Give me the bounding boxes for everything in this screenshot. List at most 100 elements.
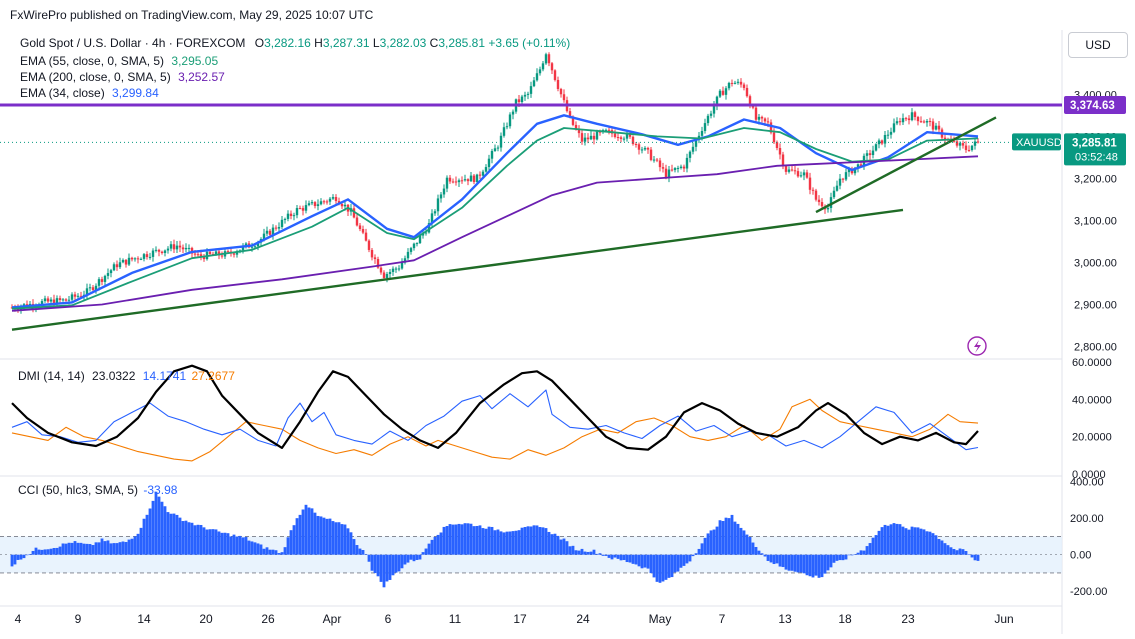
cci-bar [199, 524, 203, 555]
cci-bar [946, 545, 950, 555]
cci-bar [643, 554, 647, 568]
close-label: C [429, 36, 439, 50]
cci-bar [325, 518, 329, 555]
cci-bar [76, 542, 80, 555]
cci-bar [448, 524, 452, 555]
cci-bar [349, 532, 353, 555]
candle-body [961, 143, 965, 146]
cci-bar [544, 528, 548, 555]
candle-body [967, 149, 971, 151]
cci-bar [931, 533, 935, 555]
candle-body [124, 259, 128, 265]
candle-body [85, 288, 89, 295]
candle-body [100, 279, 104, 282]
cci-bar [739, 527, 743, 555]
candle-body [127, 257, 131, 265]
candle-body [400, 262, 404, 269]
candle-body [463, 179, 467, 181]
cci-bar [658, 554, 662, 583]
ema-legend-200[interactable]: EMA (200, close, 0, SMA, 5) 3,252.57 [20, 70, 225, 84]
candle-body [577, 129, 581, 134]
candle-body [706, 115, 710, 124]
cci-bar [964, 551, 968, 555]
cci-bar [202, 527, 206, 555]
cci-bar [247, 540, 251, 555]
dmi-tick-label: 0.0000 [1072, 469, 1106, 481]
cci-bar [451, 524, 455, 555]
cci-bar [736, 523, 740, 555]
cci-bar [166, 512, 170, 555]
cci-bar [721, 521, 725, 555]
cci-bar [214, 529, 218, 555]
candle-body [658, 160, 662, 168]
dmi-minus-value: 27.2677 [191, 369, 235, 383]
cci-bar [685, 554, 689, 564]
cci-bar [28, 554, 32, 555]
cci-bar [655, 554, 659, 582]
cci-bar [781, 554, 785, 568]
candle-body [448, 177, 452, 182]
cci-bar [952, 548, 956, 555]
cci-bar [145, 514, 149, 555]
currency-button[interactable]: USD [1068, 32, 1128, 58]
cci-bar [661, 554, 665, 582]
cci-bar [547, 531, 551, 555]
cci-bar [553, 533, 557, 555]
candle-body [598, 131, 602, 133]
candle-body [916, 117, 920, 122]
cci-bar [868, 543, 872, 555]
candle-body [700, 130, 704, 136]
price-layer [0, 52, 1062, 356]
candle-body [394, 268, 398, 270]
cci-bar [394, 554, 398, 573]
candle-body [436, 198, 440, 212]
cci-legend[interactable]: CCI (50, hlc3, SMA, 5) -33.98 [18, 483, 177, 497]
cci-bar [865, 546, 869, 555]
candle-body [943, 137, 947, 140]
cci-bar [361, 550, 365, 555]
cci-bar [526, 526, 530, 555]
cci-bar [856, 552, 860, 555]
cci-bar [730, 514, 734, 555]
ema-legend-34[interactable]: EMA (34, close) 3,299.84 [20, 86, 159, 100]
cci-bar [973, 554, 977, 561]
cci-bar [583, 551, 587, 555]
cci-tick-label: 200.00 [1070, 513, 1104, 525]
cci-bar [706, 533, 710, 555]
candle-body [745, 87, 749, 97]
cci-bar [178, 517, 182, 555]
candle-body [820, 202, 824, 207]
candle-body [43, 298, 47, 302]
candle-body [853, 167, 857, 174]
cci-bar [907, 529, 911, 555]
candle-body [802, 172, 806, 176]
candle-body [775, 142, 779, 148]
cci-bar [100, 538, 104, 555]
cci-bar [517, 530, 521, 555]
cci-tick-label: 0.00 [1070, 550, 1091, 562]
cci-bar [472, 526, 476, 555]
cci-bar [886, 525, 890, 555]
symbol-title[interactable]: Gold Spot / U.S. Dollar · 4h · FOREXCOM [20, 36, 246, 50]
candle-body [868, 153, 872, 156]
cci-bar [265, 547, 269, 555]
cci-bar [499, 531, 503, 555]
candle-body [70, 294, 74, 300]
cci-bar [523, 527, 527, 555]
candle-body [874, 144, 878, 151]
candle-body [742, 84, 746, 88]
candle-body [61, 299, 65, 301]
cci-bar [382, 554, 386, 588]
cci-bar [337, 522, 341, 555]
candle-body [412, 243, 416, 249]
candle-body [613, 133, 617, 138]
candle-body [562, 94, 566, 101]
cci-bar [898, 524, 902, 555]
cci-bar [778, 554, 782, 567]
cci-bar [664, 554, 668, 580]
ema-legend-55[interactable]: EMA (55, close, 0, SMA, 5) 3,295.05 [20, 54, 218, 68]
dmi-legend[interactable]: DMI (14, 14) 23.0322 14.1741 27.2677 [18, 369, 235, 383]
candle-body [130, 257, 134, 260]
dmi-plus-value: 14.1741 [142, 369, 187, 383]
